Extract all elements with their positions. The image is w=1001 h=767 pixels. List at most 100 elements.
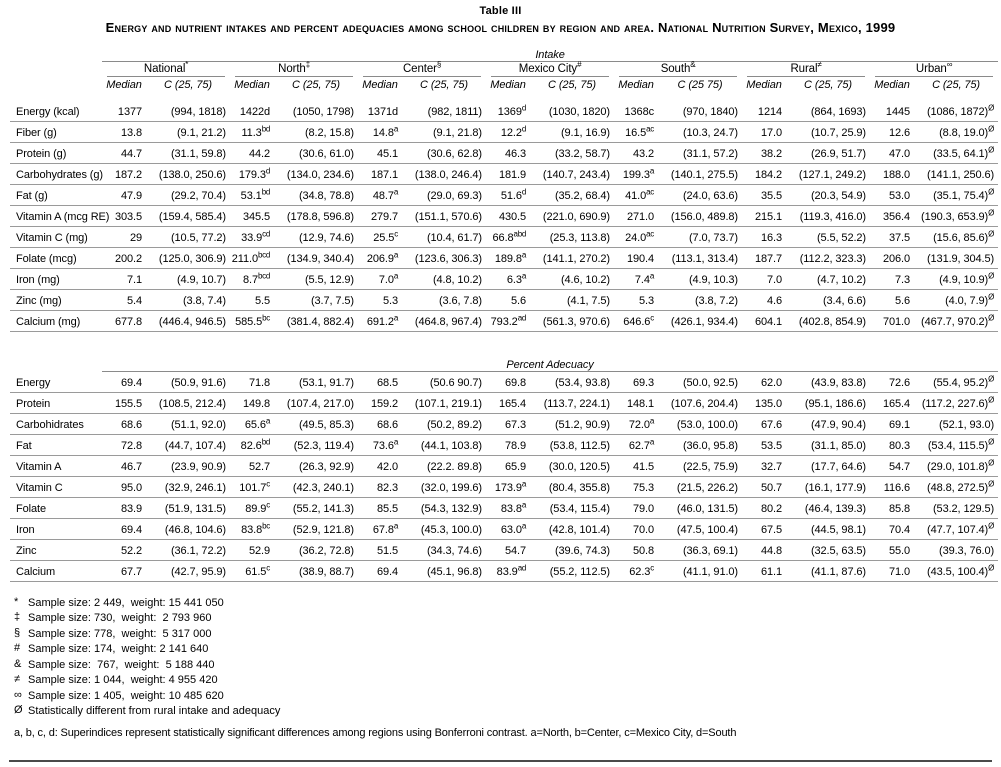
row-label: Energy bbox=[10, 371, 102, 393]
table-row: Energy 69.4 (50.9, 91.6) 71.8 (53.1, 91.7) 68… bbox=[10, 371, 999, 393]
percentile-value: (30.6, 62.8) bbox=[402, 142, 486, 164]
table-row: Iron 69.4 (46.8, 104.6) 83.8bc (52.9, 121.8)… bbox=[10, 518, 999, 540]
median-value: 43.2 bbox=[614, 142, 658, 164]
percentile-value: (51.1, 92.0) bbox=[146, 413, 230, 435]
percentile-value: (134.9, 340.4) bbox=[274, 247, 358, 269]
percentile-value: (42.7, 95.9) bbox=[146, 560, 230, 582]
percentile-value: (47.7, 107.4)Ø bbox=[914, 518, 999, 540]
median-value: 83.8bc bbox=[230, 518, 274, 540]
percentile-value: (141.1, 270.2) bbox=[530, 247, 614, 269]
region-header: Mexico City# bbox=[491, 61, 609, 77]
region-header: North‡ bbox=[235, 61, 353, 77]
percentile-value: (17.7, 64.6) bbox=[786, 455, 870, 477]
median-col-header: Median bbox=[234, 79, 270, 91]
percentile-value: (36.3, 69.1) bbox=[658, 539, 742, 561]
percentile-value: (36.0, 95.8) bbox=[658, 434, 742, 456]
median-value: 69.1 bbox=[870, 413, 914, 435]
median-value: 95.0 bbox=[102, 476, 146, 498]
median-value: 189.8a bbox=[486, 247, 530, 269]
median-value: 67.6 bbox=[742, 413, 786, 435]
median-value: 48.7a bbox=[358, 184, 402, 206]
percentile-value: (117.2, 227.6)Ø bbox=[914, 392, 999, 414]
percentile-value: (10.7, 25.9) bbox=[786, 121, 870, 143]
median-value: 72.8 bbox=[102, 434, 146, 456]
median-value: 72.6 bbox=[870, 371, 914, 393]
region-header: Center§ bbox=[363, 61, 481, 77]
percentile-value: (107.1, 219.1) bbox=[402, 392, 486, 414]
median-value: 148.1 bbox=[614, 392, 658, 414]
median-value: 67.5 bbox=[742, 518, 786, 540]
median-value: 67.7 bbox=[102, 560, 146, 582]
median-col-header: Median bbox=[106, 79, 142, 91]
region-header: National* bbox=[107, 61, 225, 77]
median-value: 116.6 bbox=[870, 476, 914, 498]
percentile-value: (53.4, 115.4) bbox=[530, 497, 614, 519]
median-value: 345.5 bbox=[230, 205, 274, 227]
bonferroni-note: a, b, c, d: Superindices represent stati… bbox=[14, 726, 737, 739]
percentile-value: (29.0, 101.8)Ø bbox=[914, 455, 999, 477]
median-value: 61.5c bbox=[230, 560, 274, 582]
median-value: 69.3 bbox=[614, 371, 658, 393]
percentile-value: (107.6, 204.4) bbox=[658, 392, 742, 414]
median-value: 85.8 bbox=[870, 497, 914, 519]
median-value: 50.7 bbox=[742, 476, 786, 498]
percentile-value: (426.1, 934.4) bbox=[658, 310, 742, 332]
percentile-value: (44.5, 98.1) bbox=[786, 518, 870, 540]
median-value: 5.3 bbox=[358, 289, 402, 311]
table-row: Folate 83.9 (51.9, 131.5) 89.9c (55.2, 141.3… bbox=[10, 497, 999, 519]
percentile-value: (3.6, 7.8) bbox=[402, 289, 486, 311]
row-label: Folate (mcg) bbox=[10, 247, 102, 269]
percentile-value: (23.9, 90.9) bbox=[146, 455, 230, 477]
median-col-header: Median bbox=[874, 79, 910, 91]
percentile-value: (51.9, 131.5) bbox=[146, 497, 230, 519]
row-label: Vitamin A (mcg RE) bbox=[10, 205, 109, 227]
percentile-value: (53.4, 115.5)Ø bbox=[914, 434, 999, 456]
median-value: 7.0a bbox=[358, 268, 402, 290]
median-value: 187.1 bbox=[358, 163, 402, 185]
percentile-value: (53.8, 112.5) bbox=[530, 434, 614, 456]
median-value: 29 bbox=[102, 226, 146, 248]
median-value: 1369d bbox=[486, 100, 530, 122]
percentile-value: (50.6 90.7) bbox=[402, 371, 486, 393]
percentile-value: (43.9, 83.8) bbox=[786, 371, 870, 393]
percentile-value: (52.1, 93.0) bbox=[914, 413, 999, 435]
footnote-marker: # bbox=[14, 642, 21, 654]
median-value: 51.6d bbox=[486, 184, 530, 206]
median-value: 149.8 bbox=[230, 392, 274, 414]
median-value: 7.3 bbox=[870, 268, 914, 290]
percentile-value: (8.8, 19.0)Ø bbox=[914, 121, 999, 143]
percentile-value: (8.2, 15.8) bbox=[274, 121, 358, 143]
median-value: 73.6a bbox=[358, 434, 402, 456]
table-number-title: Table III bbox=[479, 5, 522, 17]
percentile-value: (46.0, 131.5) bbox=[658, 497, 742, 519]
median-value: 38.2 bbox=[742, 142, 786, 164]
median-value: 677.8 bbox=[102, 310, 146, 332]
percentile-value: (47.9, 90.4) bbox=[786, 413, 870, 435]
footnote-text: Sample size: 730, weight: 2 793 960 bbox=[28, 612, 212, 624]
percentile-value: (21.5, 226.2) bbox=[658, 476, 742, 498]
table-row: Vitamin C (mg) 29 (10.5, 77.2) 33.9cd (12.9,… bbox=[10, 226, 999, 248]
median-value: 5.6 bbox=[486, 289, 530, 311]
bottom-rule bbox=[9, 759, 992, 762]
percentile-value: (112.2, 323.3) bbox=[786, 247, 870, 269]
percentile-value: (26.9, 51.7) bbox=[786, 142, 870, 164]
median-value: 1368c bbox=[614, 100, 658, 122]
median-value: 165.4 bbox=[870, 392, 914, 414]
median-value: 67.8a bbox=[358, 518, 402, 540]
median-value: 206.0 bbox=[870, 247, 914, 269]
percentile-value: (982, 1811) bbox=[402, 100, 486, 122]
percentile-value: (53.0, 100.0) bbox=[658, 413, 742, 435]
row-label: Iron (mg) bbox=[10, 268, 102, 290]
percentile-value: (80.4, 355.8) bbox=[530, 476, 614, 498]
median-value: 187.2 bbox=[102, 163, 146, 185]
table-row: Calcium (mg) 677.8 (446.4, 946.5) 585.5bc (3… bbox=[10, 310, 999, 332]
row-label: Fat bbox=[10, 434, 102, 456]
percentile-value: (864, 1693) bbox=[786, 100, 870, 122]
median-value: 430.5 bbox=[486, 205, 530, 227]
median-value: 80.3 bbox=[870, 434, 914, 456]
c-col-header: C (25, 75) bbox=[548, 79, 596, 91]
percentile-value: (107.4, 217.0) bbox=[274, 392, 358, 414]
median-value: 68.5 bbox=[358, 371, 402, 393]
percentile-value: (32.9, 246.1) bbox=[146, 476, 230, 498]
percentile-value: (131.9, 304.5) bbox=[914, 247, 999, 269]
